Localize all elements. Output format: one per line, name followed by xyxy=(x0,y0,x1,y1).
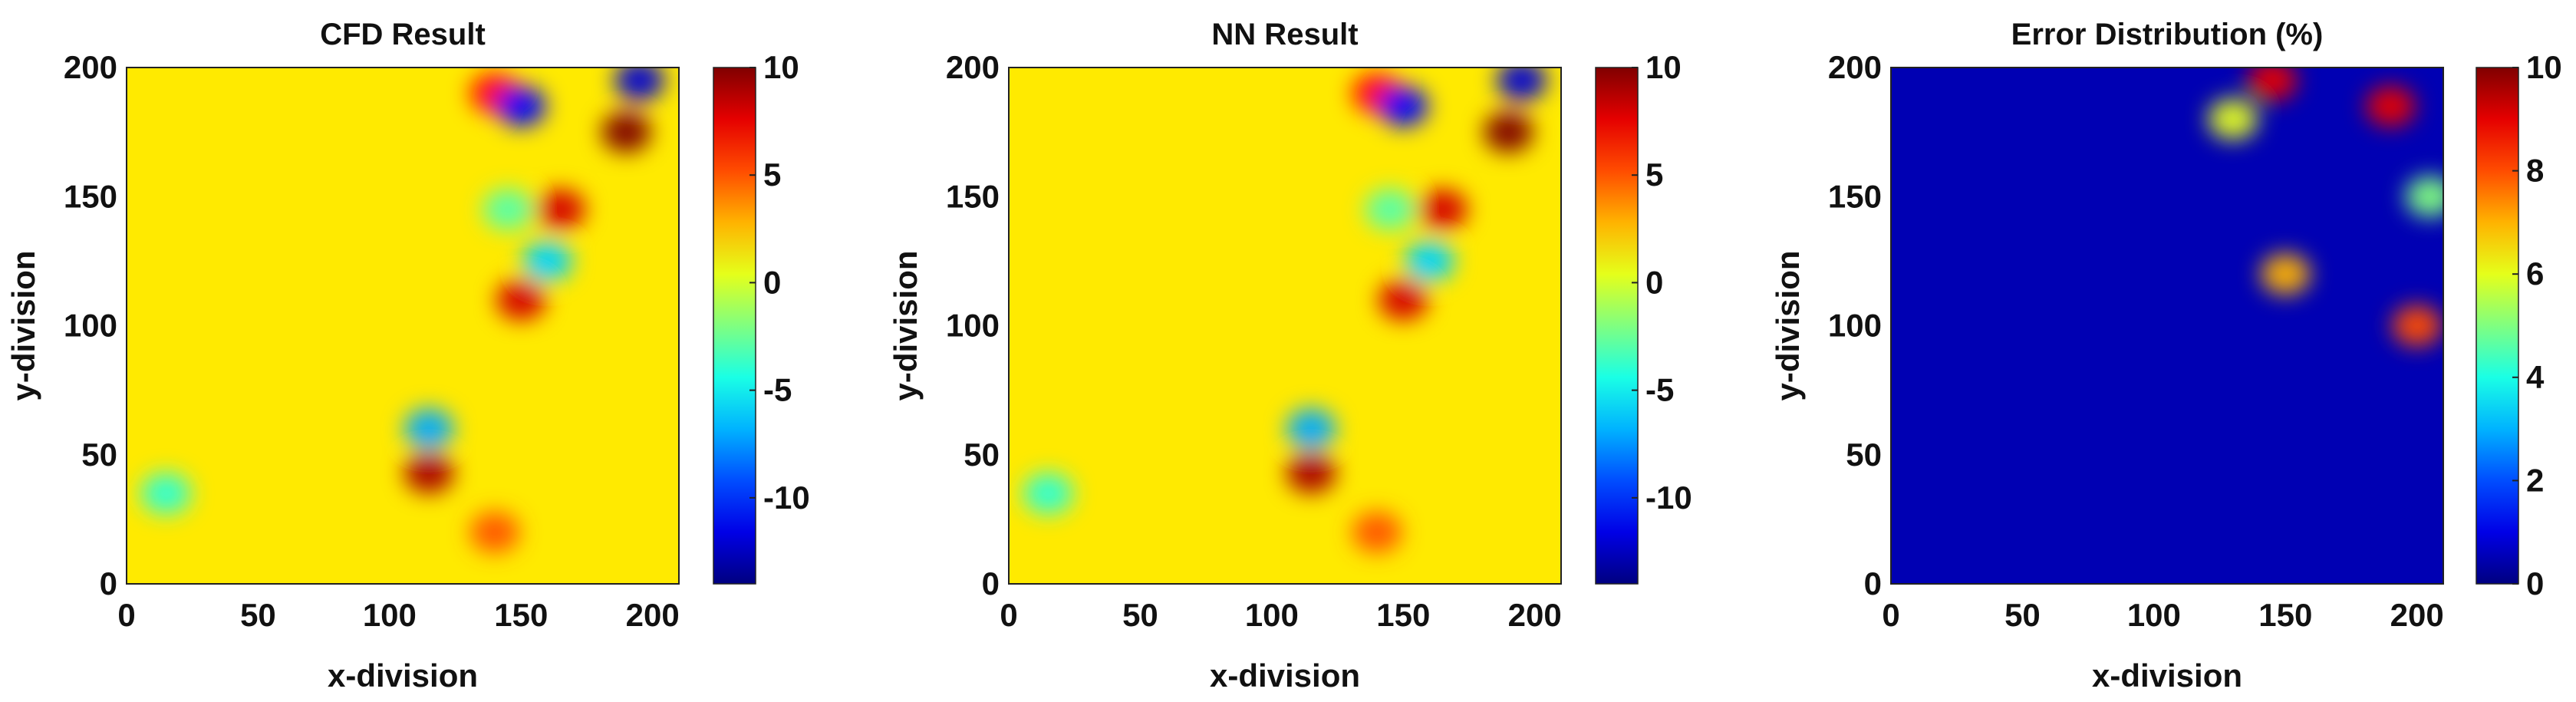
x-tick-label: 100 xyxy=(1245,597,1299,633)
heatmap-feature-1 xyxy=(1286,452,1336,494)
heatmap-feature-11 xyxy=(1365,189,1415,230)
x-tick-label: 0 xyxy=(117,597,135,633)
heatmap-feature-7 xyxy=(404,408,454,450)
x-axis-label: x-division xyxy=(2092,658,2242,694)
x-tick-label: 200 xyxy=(626,597,680,633)
heatmap-feature-4 xyxy=(601,111,651,153)
y-tick-label: 50 xyxy=(964,437,1000,473)
colorbar-tick-label: 2 xyxy=(2526,462,2544,498)
x-tick-label: 50 xyxy=(1122,597,1158,633)
y-tick-label: 200 xyxy=(946,49,1000,85)
heatmap-feature-5 xyxy=(2405,176,2443,218)
chart-title: CFD Result xyxy=(320,18,486,51)
x-tick-label: 150 xyxy=(1376,597,1430,633)
heatmap-feature-11 xyxy=(483,189,533,230)
colorbar-tick-label: 0 xyxy=(1645,264,1663,300)
x-tick-label: 100 xyxy=(2127,597,2181,633)
heatmap-feature-9 xyxy=(1378,85,1428,127)
heatmap-feature-3 xyxy=(2392,305,2443,347)
heatmap-feature-12 xyxy=(1023,473,1073,515)
heatmap-feature-10 xyxy=(614,68,664,101)
y-tick-label: 100 xyxy=(64,308,117,344)
y-tick-label: 150 xyxy=(64,178,117,214)
heatmap-feature-7 xyxy=(1286,408,1336,450)
heatmap-feature-9 xyxy=(496,85,546,127)
heatmap-field xyxy=(1023,68,1547,553)
heatmap-feature-8 xyxy=(522,240,572,282)
heatmap-feature-2 xyxy=(1378,278,1428,321)
heatmap-field xyxy=(141,68,664,553)
heatmap-feature-10 xyxy=(1497,68,1547,101)
heatmap-feature-4 xyxy=(2260,253,2311,295)
x-axis-label: x-division xyxy=(1210,658,1360,694)
colorbar-tick-label: 4 xyxy=(2526,359,2545,395)
heatmap-feature-8 xyxy=(1405,240,1454,282)
chart-title: NN Result xyxy=(1211,18,1358,51)
colorbar-tick-label: -10 xyxy=(763,480,810,516)
axes-frame xyxy=(1890,67,2444,585)
colorbar-tick-label: 8 xyxy=(2526,153,2544,189)
x-axis-label: x-division xyxy=(328,658,478,694)
x-tick-label: 200 xyxy=(1508,597,1562,633)
heatmap-feature-6 xyxy=(2208,98,2258,140)
x-tick-label: 0 xyxy=(1882,597,1899,633)
colorbar-tick-label: 6 xyxy=(2526,255,2544,292)
heatmap-feature-2 xyxy=(496,278,546,321)
colorbar-tick-label: -5 xyxy=(763,372,792,408)
x-tick-label: 0 xyxy=(1000,597,1017,633)
y-tick-label: 100 xyxy=(946,308,1000,344)
colorbar-tick-label: 10 xyxy=(2526,49,2562,85)
heatmap-field xyxy=(2208,68,2443,347)
heatmap-feature-1 xyxy=(2247,68,2298,101)
y-tick-label: 0 xyxy=(982,565,1000,601)
colorbar-tick-label: -5 xyxy=(1645,372,1674,408)
heatmap-feature-3 xyxy=(535,189,586,230)
y-tick-label: 0 xyxy=(100,565,117,601)
y-axis-label: y-division xyxy=(5,250,41,400)
colorbar xyxy=(2476,67,2519,585)
y-tick-label: 200 xyxy=(1828,49,1882,85)
y-tick-label: 150 xyxy=(946,178,1000,214)
colorbar-tick-label: 5 xyxy=(1645,157,1663,193)
heatmap-feature-6 xyxy=(469,511,520,553)
heatmap-feature-4 xyxy=(1484,111,1533,153)
chart-title: Error Distribution (%) xyxy=(2011,18,2324,51)
x-tick-label: 50 xyxy=(2004,597,2041,633)
heatmap-feature-3 xyxy=(1418,189,1468,230)
heatmap-feature-6 xyxy=(1352,511,1402,553)
y-tick-label: 100 xyxy=(1828,308,1882,344)
y-axis-label: y-division xyxy=(888,250,924,400)
y-tick-label: 50 xyxy=(81,437,117,473)
y-tick-label: 50 xyxy=(1846,437,1882,473)
panel-3: Error Distribution (%)0 50 100 150 200050100… xyxy=(1770,18,2562,694)
colorbar-tick-label: 0 xyxy=(763,264,781,300)
y-tick-label: 0 xyxy=(1864,565,1882,601)
colorbar-tick-label: 10 xyxy=(1645,49,1682,85)
heatmap-background xyxy=(127,68,679,584)
colorbar xyxy=(713,67,756,585)
colorbar-tick-label: 5 xyxy=(763,157,781,193)
heatmap-background xyxy=(1891,68,2443,584)
heatmap-feature-12 xyxy=(141,473,191,515)
heatmap-feature-2 xyxy=(2366,85,2416,127)
x-tick-label: 150 xyxy=(494,597,548,633)
axes-frame xyxy=(126,67,680,585)
colorbar-tick-label: 10 xyxy=(763,49,799,85)
x-tick-label: 150 xyxy=(2258,597,2312,633)
heatmap-feature-1 xyxy=(404,452,454,494)
heatmap-background xyxy=(1009,68,1561,584)
axes-frame xyxy=(1008,67,1562,585)
y-axis-label: y-division xyxy=(1770,250,1806,400)
x-tick-label: 100 xyxy=(363,597,417,633)
y-tick-label: 150 xyxy=(1828,178,1882,214)
x-tick-label: 50 xyxy=(240,597,276,633)
colorbar xyxy=(1595,67,1639,585)
x-tick-label: 200 xyxy=(2390,597,2444,633)
colorbar-tick-label: -10 xyxy=(1645,480,1692,516)
y-tick-label: 200 xyxy=(64,49,117,85)
colorbar-tick-label: 0 xyxy=(2526,565,2544,601)
